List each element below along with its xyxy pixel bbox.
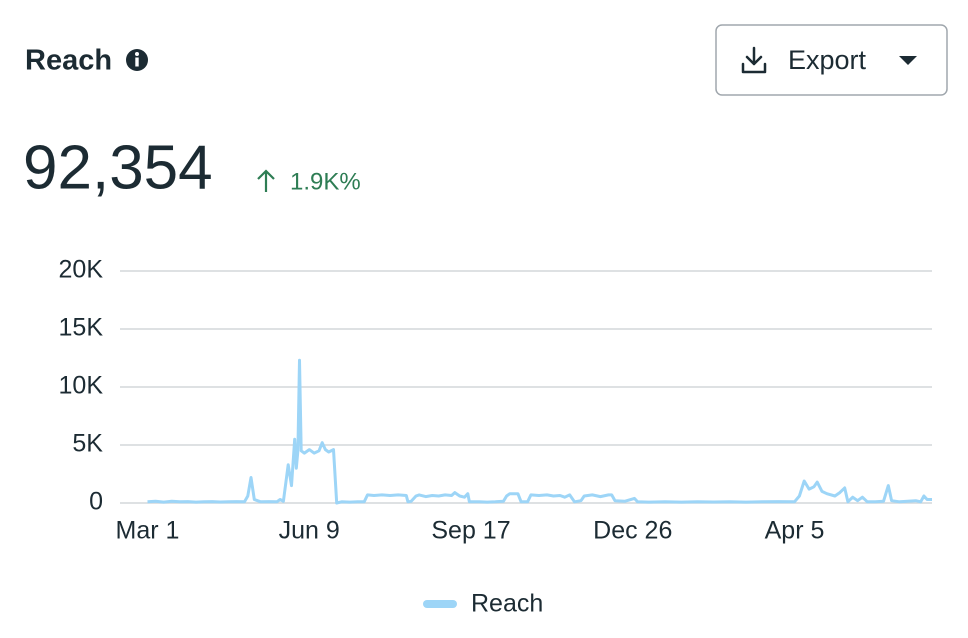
change-value: 1.9K% <box>290 168 361 195</box>
y-tick-label: 20K <box>59 256 104 284</box>
y-tick-label: 5K <box>72 430 103 458</box>
up-arrow <box>257 169 275 192</box>
export-button[interactable]: Export <box>715 24 948 96</box>
legend-label: Reach <box>471 590 543 618</box>
x-tick-label: Sep 17 <box>431 517 510 545</box>
y-tick-label: 10K <box>59 372 104 400</box>
y-tick-label: 0 <box>89 488 103 516</box>
x-tick-label: Dec 26 <box>593 517 672 545</box>
x-tick-label: Jun 9 <box>279 517 340 545</box>
title: Reach <box>25 45 112 77</box>
info-icon[interactable] <box>126 49 148 71</box>
reach-line <box>147 358 932 505</box>
y-tick-label: 15K <box>59 314 104 342</box>
x-tick-label: Mar 1 <box>116 517 180 545</box>
export-label: Export <box>788 45 867 75</box>
legend[interactable]: Reach <box>423 590 543 618</box>
total-value: 92,354 <box>23 133 213 202</box>
x-tick-label: Apr 5 <box>765 517 825 545</box>
